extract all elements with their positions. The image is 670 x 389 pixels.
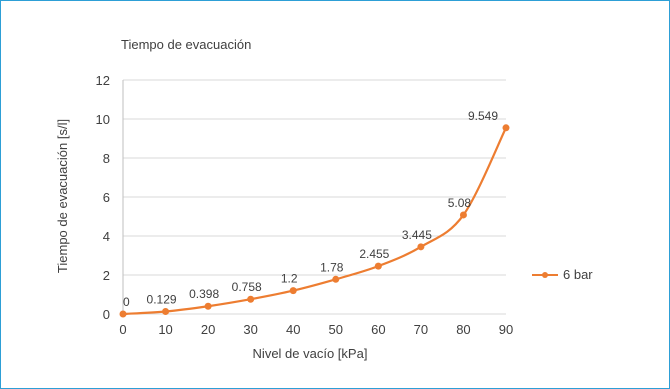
legend: 6 bar <box>532 267 593 282</box>
y-tick-labels: 0 2 4 6 8 10 12 <box>96 73 110 322</box>
y-tick-label: 0 <box>103 307 110 322</box>
data-point <box>289 287 297 295</box>
x-tick-label: 40 <box>286 322 300 337</box>
legend-label: 6 bar <box>563 267 593 282</box>
y-axis-label: Tiempo de evacuación [s/l] <box>55 119 70 273</box>
data-label: 0.129 <box>147 292 177 306</box>
x-tick-label: 70 <box>414 322 428 337</box>
x-tick-label: 30 <box>243 322 257 337</box>
data-point <box>374 262 382 270</box>
data-point <box>204 302 212 310</box>
y-tick-label: 10 <box>96 112 110 127</box>
y-tick-label: 4 <box>103 229 110 244</box>
data-point <box>417 243 425 251</box>
x-tick-label: 90 <box>499 322 513 337</box>
data-point <box>502 124 510 132</box>
data-labels: 0 0.129 0.398 0.758 1.2 1.78 2.455 3.445 5.08 9.5… <box>123 109 498 309</box>
legend-marker <box>542 272 548 278</box>
data-label: 1.78 <box>320 260 344 274</box>
x-axis-label: Nivel de vacío [kPa] <box>253 346 368 361</box>
gridlines <box>122 79 506 315</box>
data-label: 5.08 <box>448 196 472 210</box>
data-label: 1.2 <box>281 272 298 286</box>
data-label: 0.398 <box>189 287 219 301</box>
y-tick-label: 12 <box>96 73 110 88</box>
data-point <box>459 211 467 219</box>
data-point <box>162 307 170 315</box>
series-markers <box>119 124 510 318</box>
x-tick-label: 10 <box>158 322 172 337</box>
x-tick-label: 50 <box>329 322 343 337</box>
data-point <box>247 295 255 303</box>
data-point <box>332 275 340 283</box>
data-label: 2.455 <box>359 247 389 261</box>
y-tick-label: 8 <box>103 151 110 166</box>
x-tick-label: 20 <box>201 322 215 337</box>
data-label: 0 <box>123 295 130 309</box>
x-tick-label: 0 <box>119 322 126 337</box>
data-label: 9.549 <box>468 109 498 123</box>
y-tick-label: 6 <box>103 190 110 205</box>
data-label: 3.445 <box>402 228 432 242</box>
series-line-6-bar <box>122 127 507 316</box>
y-tick-label: 2 <box>103 268 110 283</box>
x-tick-label: 80 <box>456 322 470 337</box>
data-label: 0.758 <box>232 280 262 294</box>
chart-title: Tiempo de evacuación <box>121 37 251 52</box>
data-point <box>119 310 127 318</box>
x-tick-labels: 0 10 20 30 40 50 60 70 80 90 <box>119 322 513 337</box>
x-tick-label: 60 <box>371 322 385 337</box>
